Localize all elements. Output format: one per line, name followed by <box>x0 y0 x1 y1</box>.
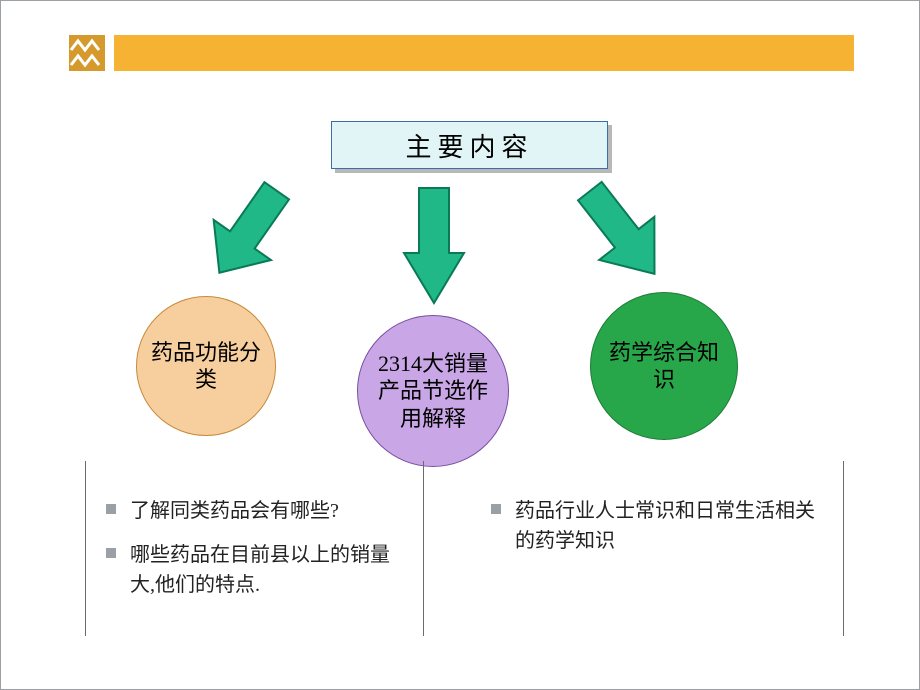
list-item: 哪些药品在目前县以上的销量大,他们的特点. <box>106 540 406 600</box>
title-text: 主要内容 <box>405 127 533 164</box>
bullet-icon <box>106 548 116 558</box>
divider-left <box>85 461 86 636</box>
header-bar <box>114 35 854 71</box>
divider-mid <box>423 461 424 636</box>
list-item: 药品行业人士常识和日常生活相关的药学知识 <box>491 496 821 556</box>
circle-left-label: 药品功能分类 <box>137 339 275 394</box>
bullet-icon <box>106 504 116 514</box>
arrow-left-icon <box>181 179 331 309</box>
logo-icon <box>69 35 105 71</box>
right-list: 药品行业人士常识和日常生活相关的药学知识 <box>491 496 821 570</box>
circle-left: 药品功能分类 <box>136 296 276 436</box>
circle-mid: 2314大销量产品节选作用解释 <box>357 315 509 467</box>
list-item-text: 了解同类药品会有哪些? <box>130 496 339 526</box>
divider-right <box>843 461 844 636</box>
title-box: 主要内容 <box>331 121 608 169</box>
circle-mid-label: 2314大销量产品节选作用解释 <box>358 350 508 433</box>
list-item-text: 哪些药品在目前县以上的销量大,他们的特点. <box>130 540 406 600</box>
list-item: 了解同类药品会有哪些? <box>106 496 406 526</box>
left-list: 了解同类药品会有哪些? 哪些药品在目前县以上的销量大,他们的特点. <box>106 496 406 614</box>
circle-right: 药学综合知识 <box>590 292 738 440</box>
arrow-mid-icon <box>399 183 469 313</box>
slide: 主要内容 药品功能分类 2314大销量产品节选作用解释 药学综合知识 了解同类药… <box>0 0 920 690</box>
list-item-text: 药品行业人士常识和日常生活相关的药学知识 <box>515 496 821 556</box>
bullet-icon <box>491 504 501 514</box>
circle-right-label: 药学综合知识 <box>591 339 737 394</box>
arrow-right-icon <box>541 179 701 309</box>
